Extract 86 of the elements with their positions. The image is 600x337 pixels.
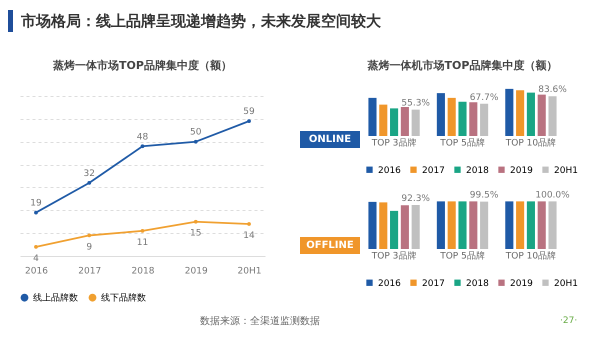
data-label: 59 xyxy=(243,107,256,118)
point xyxy=(34,210,38,214)
x-tick-label: 2016 xyxy=(25,266,48,276)
legend-label: 2018 xyxy=(466,166,490,176)
bar xyxy=(548,201,557,249)
bar xyxy=(548,96,557,136)
legend-label: 2017 xyxy=(422,278,445,289)
legend-label: 2017 xyxy=(422,166,445,176)
x-tick-label: TOP 10品牌 xyxy=(504,138,556,148)
x-tick-label: TOP 5品牌 xyxy=(439,138,485,148)
point xyxy=(87,234,92,238)
bar xyxy=(400,106,409,136)
data-label: 19 xyxy=(30,198,42,209)
data-label: 55.3% xyxy=(401,98,430,109)
bar xyxy=(412,110,420,136)
bar xyxy=(368,202,377,249)
bar xyxy=(448,201,456,249)
text: ·27· xyxy=(560,316,578,326)
chart-title: 蒸烤一体市场TOP品牌集中度（额） xyxy=(52,59,232,72)
legend-label: 线上品牌数 xyxy=(33,292,78,304)
bar xyxy=(436,93,445,136)
data-label: 100.0% xyxy=(535,190,570,200)
data-label: 67.7% xyxy=(470,92,499,103)
bar xyxy=(390,210,398,249)
bar xyxy=(390,108,398,136)
point xyxy=(194,140,198,144)
bar xyxy=(436,201,445,249)
point xyxy=(194,220,198,224)
bar xyxy=(516,201,524,249)
bar xyxy=(526,201,535,249)
point xyxy=(140,228,144,233)
x-tick-label: TOP 3品牌 xyxy=(370,138,416,148)
x-tick-label: TOP 5品牌 xyxy=(439,250,485,262)
bar xyxy=(379,202,388,249)
x-tick-label: 2019 xyxy=(184,266,208,276)
point xyxy=(140,144,144,148)
bar xyxy=(448,98,456,136)
text: 市场格局：线上品牌呈现递增趋势，未来发展空间较大 xyxy=(8,10,381,32)
data-label: 11 xyxy=(136,238,148,248)
bar xyxy=(458,201,467,249)
bar xyxy=(526,92,535,136)
data-label: 14 xyxy=(243,231,256,241)
bar xyxy=(480,202,488,249)
bar xyxy=(469,201,478,249)
bar xyxy=(379,104,388,136)
source-note: 数据来源：全渠道监测数据 xyxy=(200,314,320,328)
bar xyxy=(480,104,488,136)
legend-label: 2019 xyxy=(510,278,534,289)
bar xyxy=(400,205,409,249)
legend-label: 20H1 xyxy=(554,278,578,289)
data-label: 9 xyxy=(86,242,92,252)
data-label: 32 xyxy=(84,168,95,179)
data-label: 50 xyxy=(190,128,202,138)
legend-label: 2019 xyxy=(510,166,534,176)
legend-label: 2016 xyxy=(378,166,402,176)
bar xyxy=(505,201,514,249)
point xyxy=(247,119,251,124)
point xyxy=(34,244,38,249)
bar xyxy=(469,102,478,136)
legend-label: 2016 xyxy=(378,278,402,289)
x-tick-label: 2017 xyxy=(78,266,102,276)
bar xyxy=(412,205,420,249)
x-tick-label: 2018 xyxy=(132,266,155,276)
data-label: 99.5% xyxy=(470,190,499,201)
y-axis-title: OFFLINE xyxy=(300,237,360,254)
bar xyxy=(458,102,467,136)
x-tick-label: TOP 10品牌 xyxy=(504,250,556,262)
legend-label: 20H1 xyxy=(554,166,578,176)
data-label: 4 xyxy=(33,254,40,264)
data-label: 15 xyxy=(190,228,202,239)
bar xyxy=(505,88,514,136)
bar xyxy=(538,201,546,249)
x-tick-label: TOP 3品牌 xyxy=(370,250,416,262)
point xyxy=(87,180,92,185)
point xyxy=(247,222,251,226)
data-label: 83.6% xyxy=(538,85,568,96)
x-tick-label: 20H1 xyxy=(238,266,262,276)
legend-label: 2018 xyxy=(466,278,490,289)
bar xyxy=(516,90,524,136)
bar xyxy=(538,94,546,136)
chart-title: 蒸烤一体机市场TOP品牌集中度（额） xyxy=(366,59,558,72)
y-axis-title: ONLINE xyxy=(300,130,360,148)
data-label: 92.3% xyxy=(401,194,430,204)
legend-label: 线下品牌数 xyxy=(101,292,146,304)
data-label: 48 xyxy=(136,132,148,142)
bar xyxy=(368,98,377,136)
